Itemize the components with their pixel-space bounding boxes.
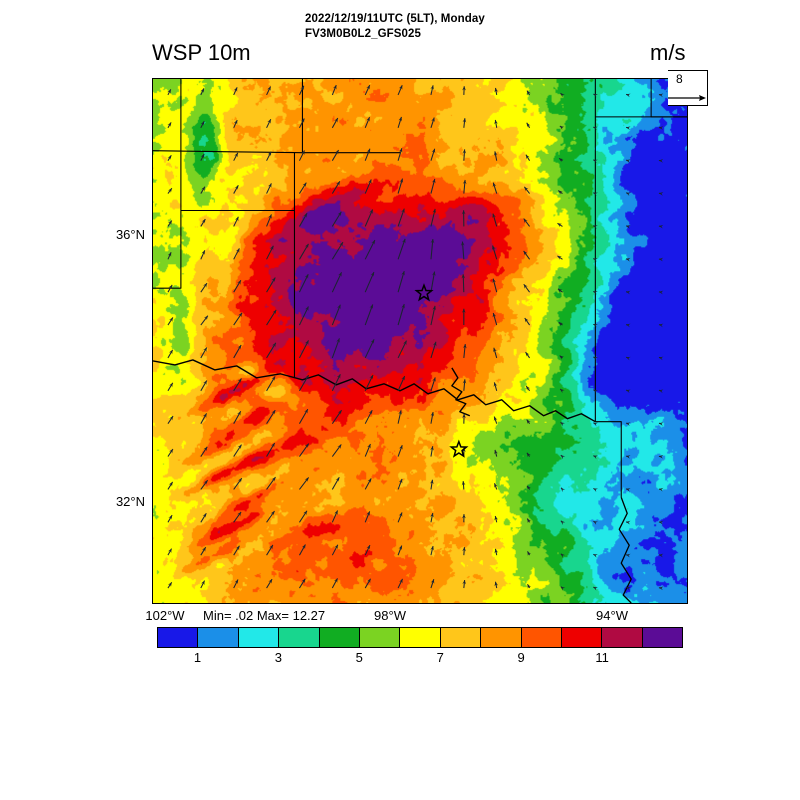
colorbar-tick-9: 9 xyxy=(517,650,525,665)
lat-label-32n: 32°N xyxy=(115,494,145,509)
title-model: FV3M0B0L2_GFS025 xyxy=(305,28,422,40)
lon-label-98w: 98°W xyxy=(374,608,406,623)
colorbar xyxy=(157,627,683,648)
reference-vector-value: 8 xyxy=(676,72,683,86)
station-star-marker xyxy=(449,439,469,458)
lat-label-36n: 36°N xyxy=(115,227,145,242)
colorbar-swatch-1 xyxy=(198,628,239,647)
colorbar-swatches xyxy=(157,627,683,648)
colorbar-swatch-7 xyxy=(440,628,482,647)
station-markers-overlay xyxy=(414,283,469,458)
field-label: WSP 10m xyxy=(152,40,251,65)
colorbar-swatch-12 xyxy=(642,628,683,647)
wind-vector-overlay xyxy=(167,84,664,591)
lon-label-94w: 94°W xyxy=(596,608,628,623)
units-label: m/s xyxy=(650,40,686,65)
map-plot-area[interactable] xyxy=(152,78,688,604)
lon-label-102w: 102°W xyxy=(145,608,185,623)
colorbar-swatch-9 xyxy=(521,628,562,647)
colorbar-swatch-5 xyxy=(359,628,401,647)
header: 2022/12/19/11UTC (5LT), Monday FV3M0B0L2… xyxy=(0,0,800,70)
colorbar-swatch-8 xyxy=(481,628,522,647)
colorbar-swatch-3 xyxy=(279,628,320,647)
colorbar-tick-1: 1 xyxy=(193,650,202,665)
colorbar-tick-11: 11 xyxy=(595,650,609,665)
colorbar-swatch-4 xyxy=(319,628,360,647)
colorbar-tick-5: 5 xyxy=(355,650,363,665)
right-arrow-icon xyxy=(668,95,706,101)
station-star-marker xyxy=(414,283,434,302)
minmax-label: Min= .02 Max= 12.27 xyxy=(203,608,326,623)
colorbar-swatch-0 xyxy=(158,628,199,647)
colorbar-swatch-2 xyxy=(238,628,280,647)
colorbar-swatch-6 xyxy=(400,628,441,647)
colorbar-swatch-11 xyxy=(602,628,643,647)
colorbar-swatch-10 xyxy=(561,628,603,647)
title-datetime: 2022/12/19/11UTC (5LT), Monday xyxy=(305,13,485,25)
colorbar-tick-7: 7 xyxy=(436,650,444,665)
windspeed-heatmap xyxy=(153,79,687,603)
colorbar-tick-3: 3 xyxy=(274,650,282,665)
